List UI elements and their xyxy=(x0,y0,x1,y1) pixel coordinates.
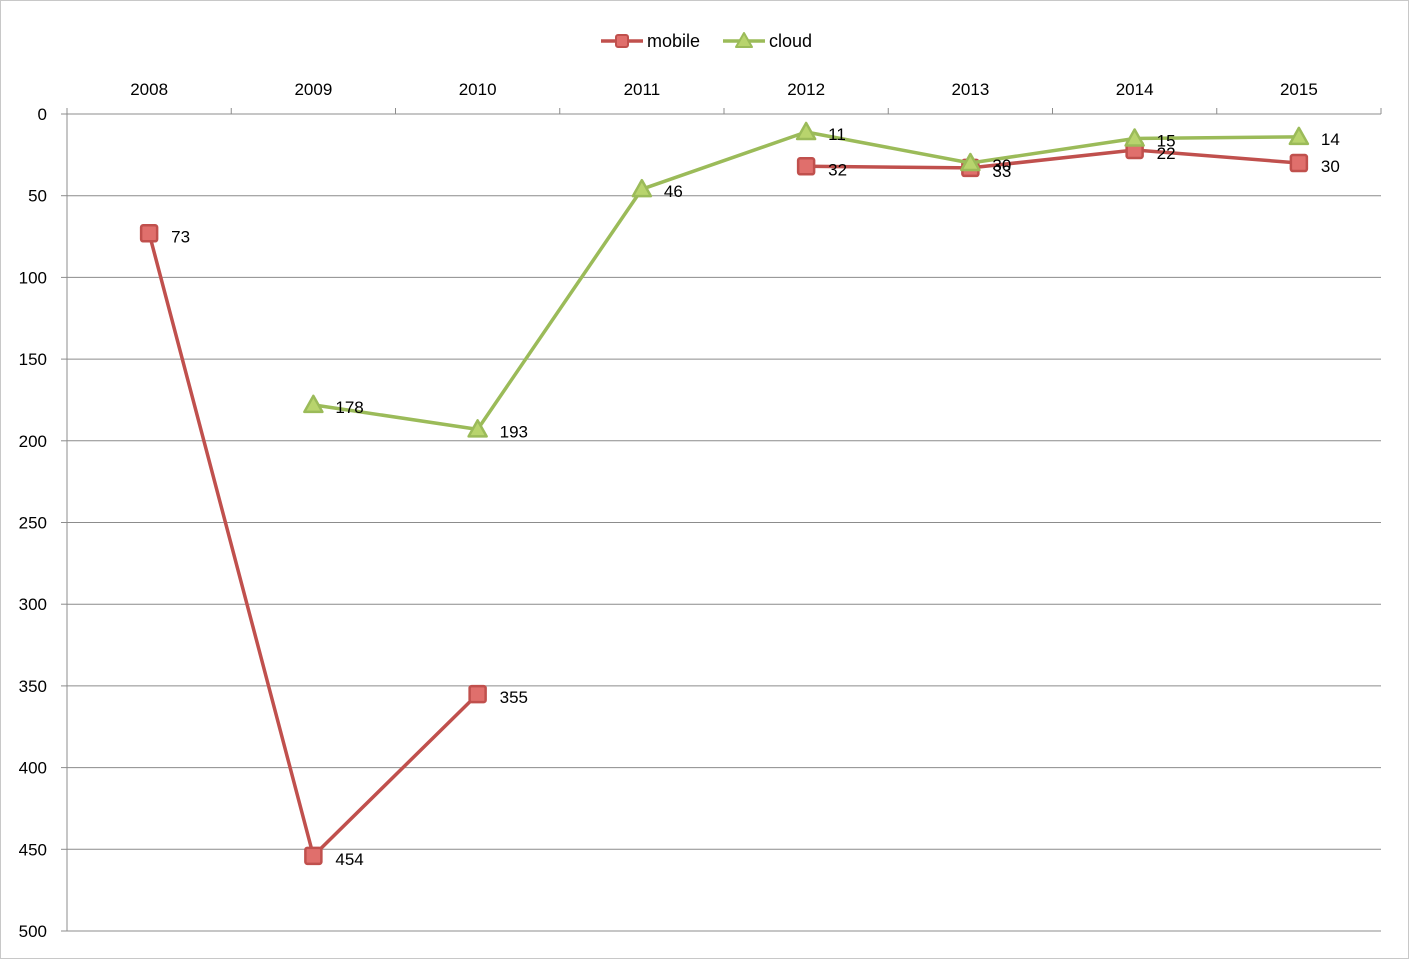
y-tick-label: 100 xyxy=(19,268,47,287)
axes xyxy=(61,108,1382,932)
legend-item-mobile: mobile xyxy=(601,31,700,51)
y-tick-label: 350 xyxy=(19,677,47,696)
y-tick-label: 400 xyxy=(19,759,47,778)
legend-triangle-marker xyxy=(735,32,753,48)
x-tick-labels: 2008 2009 2010 2011 2012 2013 2014 2015 xyxy=(130,80,1318,99)
square-marker xyxy=(468,684,487,704)
x-tick-label: 2010 xyxy=(459,80,497,99)
data-label-mobile: 33 xyxy=(992,162,1011,181)
series-mobile xyxy=(139,140,1309,866)
triangle-marker xyxy=(960,152,981,172)
legend-item-cloud: cloud xyxy=(723,31,812,51)
series-line-mobile xyxy=(806,148,1300,170)
y-tick-label: 500 xyxy=(19,922,47,941)
series-line-mobile xyxy=(147,232,479,858)
series-line-cloud xyxy=(313,130,1299,432)
square-marker xyxy=(1289,153,1309,173)
square-marker xyxy=(139,224,159,243)
x-tick-label: 2013 xyxy=(951,80,989,99)
triangle-marker xyxy=(1124,128,1145,147)
grid-lines xyxy=(67,195,1381,932)
data-label-cloud: 46 xyxy=(664,182,683,201)
x-tick-label: 2012 xyxy=(787,80,825,99)
x-tick-label: 2009 xyxy=(294,80,332,99)
x-tick-label: 2015 xyxy=(1280,80,1318,99)
y-tick-label: 450 xyxy=(19,840,47,859)
data-label-mobile: 73 xyxy=(171,227,190,246)
y-tick-label: 300 xyxy=(19,595,47,614)
y-tick-labels: 0 50 100 150 200 250 300 350 400 450 500 xyxy=(19,105,47,941)
data-label-cloud: 15 xyxy=(1157,132,1176,151)
legend-square-marker xyxy=(615,34,629,48)
y-tick-label: 200 xyxy=(19,432,47,451)
x-tick-label: 2008 xyxy=(130,80,168,99)
data-label-cloud: 11 xyxy=(828,125,846,144)
data-label-cloud: 30 xyxy=(992,156,1011,175)
y-tick-label: 0 xyxy=(38,105,47,124)
data-label-mobile: 30 xyxy=(1321,157,1340,176)
data-label-cloud: 193 xyxy=(500,422,528,441)
square-marker xyxy=(796,157,816,176)
data-label-cloud: 14 xyxy=(1321,130,1340,149)
legend-label-mobile: mobile xyxy=(647,31,700,51)
y-tick-label: 50 xyxy=(28,187,47,206)
legend: mobile cloud xyxy=(601,31,812,51)
data-label-cloud: 178 xyxy=(335,398,363,417)
series-layer xyxy=(139,121,1310,866)
square-marker xyxy=(304,846,323,866)
triangle-marker xyxy=(1288,126,1310,146)
triangle-marker xyxy=(467,419,488,438)
legend-label-cloud: cloud xyxy=(769,31,812,51)
data-label-mobile: 355 xyxy=(500,688,528,707)
triangle-marker xyxy=(303,394,324,414)
data-label-mobile: 454 xyxy=(335,850,363,869)
x-tick-label: 2014 xyxy=(1116,80,1154,99)
x-tick-label: 2011 xyxy=(624,80,661,99)
data-label-mobile: 32 xyxy=(828,160,847,179)
series-cloud xyxy=(303,121,1310,438)
data-labels: 73 454 355 32 33 22 30 178 193 46 11 30 15 14 xyxy=(171,125,1340,869)
triangle-marker xyxy=(795,121,817,141)
triangle-marker xyxy=(631,178,653,198)
y-tick-label: 250 xyxy=(19,514,47,533)
data-label-mobile: 22 xyxy=(1157,144,1176,163)
y-tick-label: 150 xyxy=(19,350,47,369)
